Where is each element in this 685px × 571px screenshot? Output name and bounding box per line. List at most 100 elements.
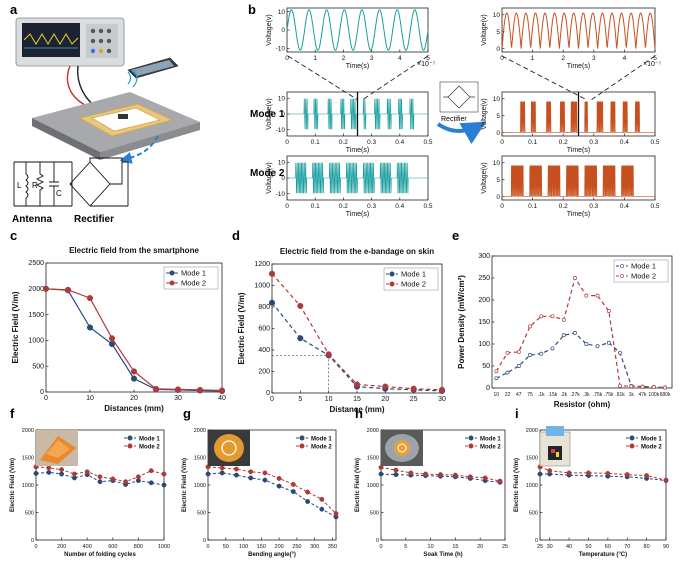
- h-series-2-point: [408, 470, 414, 476]
- rectifier-inset-label: Rectifier: [441, 116, 467, 123]
- c-xtick-label: 20: [130, 395, 138, 402]
- panel-letter-i: i: [515, 406, 519, 421]
- b_top_left-ylabel: Voltage(v): [266, 14, 273, 46]
- h-ytick-label: 1000: [367, 483, 379, 489]
- d-xtick-label: 5: [298, 396, 302, 403]
- b_m2_right-axes-frame: [501, 155, 656, 201]
- f-ytick-label: 1000: [22, 483, 34, 489]
- panel-letter-a: a: [10, 2, 18, 17]
- e-ytick-label: 300: [478, 253, 490, 260]
- panel-a-illustration: L R C Antenna Rectifier: [12, 17, 200, 225]
- b_top_right-xtick-label: 5: [653, 55, 657, 62]
- f-series-1-point: [161, 482, 167, 488]
- f-series-2-point: [46, 465, 52, 471]
- oscilloscope-image: [15, 17, 125, 67]
- i-ylabel: Electric Field (V/m): [514, 458, 520, 512]
- i-series-2-point: [605, 470, 611, 476]
- d-series-2-line: [271, 273, 443, 391]
- d-series-2-point: [382, 383, 389, 390]
- g-xtick-label: 100: [239, 544, 248, 550]
- e-series-2-point: [584, 293, 589, 298]
- g-series-2-point: [219, 465, 225, 471]
- g-xtick-label: 150: [257, 544, 266, 550]
- b_top_left-ytick-label: 0: [281, 27, 285, 34]
- h-series-2-point: [452, 472, 458, 478]
- b_top_left-series-line: [286, 9, 429, 51]
- e-series-2-point: [663, 385, 667, 390]
- b_m2_right-xtick-label: 0.2: [559, 203, 568, 210]
- b_m2_right-xtick-label: 0.3: [589, 203, 598, 210]
- b-top-right-exponent: ×10⁻⁷: [643, 61, 662, 68]
- b_m2_left-series-line: [287, 162, 428, 194]
- c-title: Electric field from the smartphone: [69, 246, 199, 255]
- g-series-1-point: [205, 471, 211, 477]
- b_m2_right-ytick-label: 10: [493, 160, 501, 167]
- i-ytick-label: 500: [529, 511, 538, 517]
- d-legend-label: Mode 2: [401, 280, 426, 289]
- b_m1_left-ytick-label: -10: [276, 127, 286, 134]
- smartphone-image: [127, 57, 179, 79]
- e-series-1-point: [550, 346, 555, 351]
- g-series-1-point: [248, 475, 254, 481]
- i-series-2-point: [663, 477, 669, 483]
- d-xtick-label: 0: [270, 396, 274, 403]
- b_top_left-xtick-label: 0: [285, 55, 289, 62]
- i-ytick-label: 0: [535, 538, 538, 544]
- b_top_right-xtick-label: 4: [623, 55, 627, 62]
- b_m2_right-xtick-label: 0: [500, 203, 504, 210]
- b_m2_right-ylabel: Voltage(v): [481, 162, 488, 194]
- f-xlabel: Number of folding cycles: [64, 552, 136, 558]
- c-xtick-label: 40: [218, 395, 226, 402]
- b_m2_left-xtick-label: 0.1: [311, 203, 320, 210]
- f-ytick-label: 2000: [22, 428, 34, 434]
- c-ytick-label: 1500: [28, 312, 44, 319]
- g-ylabel: Electric Field (V/m): [182, 458, 188, 512]
- e-category-label: 10: [494, 392, 500, 398]
- f-series-1-point: [148, 480, 154, 486]
- f-series-2-point: [123, 479, 129, 485]
- f-series-1-point: [33, 470, 39, 476]
- c-ytick-label: 1000: [28, 338, 44, 345]
- d-series-2-point: [410, 385, 417, 392]
- g-series-2-line: [207, 466, 337, 514]
- d-series-2-point: [297, 302, 304, 309]
- b_top_right-xtick-label: 1: [531, 55, 535, 62]
- g-ytick-label: 2000: [194, 428, 206, 434]
- wireless-pad-image: [32, 92, 200, 160]
- e-series-2-point: [561, 317, 566, 322]
- d-ytick-label: 200: [258, 369, 270, 376]
- e-series-2-point: [640, 384, 645, 389]
- c-ytick-label: 500: [32, 363, 44, 370]
- folded-bandage-photo: [36, 430, 78, 466]
- d-xtick-label: 15: [353, 396, 361, 403]
- f-series-1-point: [46, 469, 52, 475]
- b_m1_left-xtick-label: 0.4: [395, 139, 404, 146]
- g-xtick-label: 0: [206, 544, 209, 550]
- g-series-2-point: [305, 489, 311, 495]
- b_m2_left-ytick-label: 10: [278, 159, 286, 166]
- mode1-row-label: Mode 1: [250, 109, 285, 120]
- circuit-diagram: [13, 157, 129, 207]
- b_m1_right-xtick-label: 0: [500, 139, 504, 146]
- e-category-label: .1k: [538, 392, 545, 398]
- g-series-1-point: [219, 470, 225, 476]
- g-xtick-label: 300: [310, 544, 319, 550]
- d-ytick-label: 800: [258, 304, 270, 311]
- h-legend-label: Mode 1: [480, 437, 501, 443]
- i-xtick-label: 30: [547, 544, 553, 550]
- b_top_right-series-line: [501, 12, 656, 49]
- b_m1_right-xtick-label: 0.4: [620, 139, 629, 146]
- h-series-1-point: [378, 471, 384, 477]
- e-series-2-point: [651, 385, 656, 390]
- e-series-1-point: [595, 344, 600, 349]
- b_m2_right-xtick-label: 0.1: [528, 203, 537, 210]
- c-series-2-point: [42, 285, 50, 292]
- g-xtick-label: 350: [328, 544, 337, 550]
- h-xtick-label: 5: [404, 544, 407, 550]
- f-legend-swatch-marker: [127, 443, 133, 449]
- panel-letter-e: e: [452, 228, 459, 243]
- f-series-2-point: [59, 467, 65, 473]
- i-legend-label: Mode 1: [641, 437, 662, 443]
- e-series-2-point: [618, 383, 622, 388]
- e-category-label: 1k: [629, 392, 635, 398]
